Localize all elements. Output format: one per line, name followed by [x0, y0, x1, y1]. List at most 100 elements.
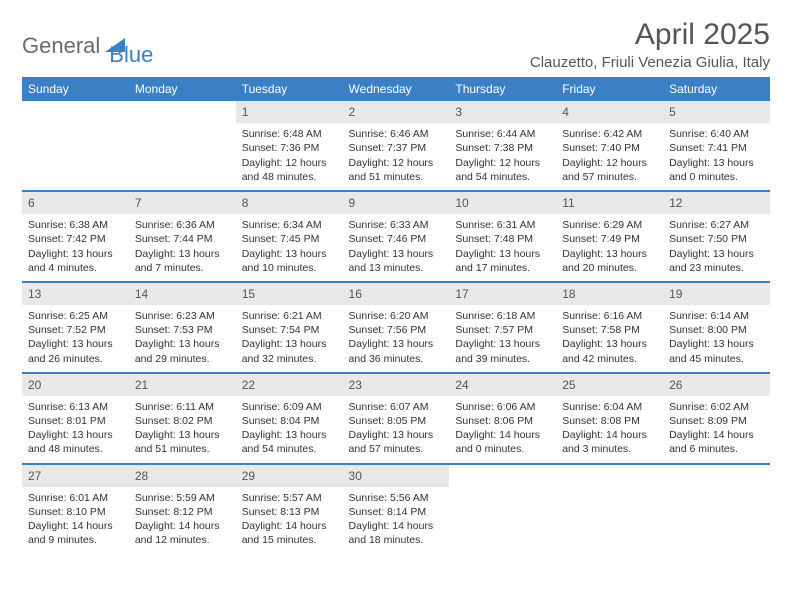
calendar-day-cell: 15Sunrise: 6:21 AMSunset: 7:54 PMDayligh… — [236, 282, 343, 373]
weekday-header: Sunday — [22, 77, 129, 101]
calendar-day-cell: 18Sunrise: 6:16 AMSunset: 7:58 PMDayligh… — [556, 282, 663, 373]
month-title: April 2025 — [530, 18, 770, 52]
calendar-day-cell: 7Sunrise: 6:36 AMSunset: 7:44 PMDaylight… — [129, 191, 236, 282]
calendar-day-cell: 3Sunrise: 6:44 AMSunset: 7:38 PMDaylight… — [449, 101, 556, 191]
day-number: 2 — [343, 101, 450, 123]
sunset-line: Sunset: 8:00 PM — [669, 323, 764, 337]
sunrise-line: Sunrise: 6:11 AM — [135, 400, 230, 414]
day-details: Sunrise: 6:13 AMSunset: 8:01 PMDaylight:… — [22, 396, 129, 463]
sunset-line: Sunset: 7:56 PM — [349, 323, 444, 337]
calendar-day-cell: 6Sunrise: 6:38 AMSunset: 7:42 PMDaylight… — [22, 191, 129, 282]
calendar-day-cell: 13Sunrise: 6:25 AMSunset: 7:52 PMDayligh… — [22, 282, 129, 373]
calendar-day-cell: 8Sunrise: 6:34 AMSunset: 7:45 PMDaylight… — [236, 191, 343, 282]
day-number: 16 — [343, 283, 450, 305]
daylight-line: Daylight: 13 hours and 26 minutes. — [28, 337, 123, 365]
daylight-line: Daylight: 14 hours and 6 minutes. — [669, 428, 764, 456]
brand-part2: Blue — [109, 24, 153, 68]
calendar-day-cell: 14Sunrise: 6:23 AMSunset: 7:53 PMDayligh… — [129, 282, 236, 373]
calendar-day-cell: 29Sunrise: 5:57 AMSunset: 8:13 PMDayligh… — [236, 464, 343, 554]
calendar-day-cell: 16Sunrise: 6:20 AMSunset: 7:56 PMDayligh… — [343, 282, 450, 373]
day-number: 9 — [343, 192, 450, 214]
weekday-header-row: Sunday Monday Tuesday Wednesday Thursday… — [22, 77, 770, 101]
calendar-day-cell: 21Sunrise: 6:11 AMSunset: 8:02 PMDayligh… — [129, 373, 236, 464]
sunrise-line: Sunrise: 6:09 AM — [242, 400, 337, 414]
day-number: 10 — [449, 192, 556, 214]
calendar-day-cell — [663, 464, 770, 554]
day-details: Sunrise: 5:56 AMSunset: 8:14 PMDaylight:… — [343, 487, 450, 554]
sunrise-line: Sunrise: 6:31 AM — [455, 218, 550, 232]
day-details: Sunrise: 6:01 AMSunset: 8:10 PMDaylight:… — [22, 487, 129, 554]
daylight-line: Daylight: 13 hours and 20 minutes. — [562, 247, 657, 275]
sunrise-line: Sunrise: 6:29 AM — [562, 218, 657, 232]
day-number: 30 — [343, 465, 450, 487]
day-number: 22 — [236, 374, 343, 396]
sunrise-line: Sunrise: 6:01 AM — [28, 491, 123, 505]
brand-logo: General Blue — [22, 18, 153, 68]
sunrise-line: Sunrise: 6:36 AM — [135, 218, 230, 232]
calendar-week-row: 6Sunrise: 6:38 AMSunset: 7:42 PMDaylight… — [22, 191, 770, 282]
day-details: Sunrise: 6:29 AMSunset: 7:49 PMDaylight:… — [556, 214, 663, 281]
daylight-line: Daylight: 13 hours and 48 minutes. — [28, 428, 123, 456]
brand-part1: General — [22, 33, 100, 59]
calendar-week-row: 20Sunrise: 6:13 AMSunset: 8:01 PMDayligh… — [22, 373, 770, 464]
daylight-line: Daylight: 13 hours and 32 minutes. — [242, 337, 337, 365]
daylight-line: Daylight: 13 hours and 39 minutes. — [455, 337, 550, 365]
calendar-day-cell: 23Sunrise: 6:07 AMSunset: 8:05 PMDayligh… — [343, 373, 450, 464]
calendar-day-cell — [556, 464, 663, 554]
day-number: 4 — [556, 101, 663, 123]
sunset-line: Sunset: 8:14 PM — [349, 505, 444, 519]
day-number: 29 — [236, 465, 343, 487]
sunrise-line: Sunrise: 6:04 AM — [562, 400, 657, 414]
day-number: 17 — [449, 283, 556, 305]
day-number: 27 — [22, 465, 129, 487]
day-number: 8 — [236, 192, 343, 214]
daylight-line: Daylight: 13 hours and 54 minutes. — [242, 428, 337, 456]
sunrise-line: Sunrise: 5:57 AM — [242, 491, 337, 505]
day-details: Sunrise: 6:16 AMSunset: 7:58 PMDaylight:… — [556, 305, 663, 372]
day-number: 3 — [449, 101, 556, 123]
sunset-line: Sunset: 8:01 PM — [28, 414, 123, 428]
day-number: 11 — [556, 192, 663, 214]
day-number: 18 — [556, 283, 663, 305]
calendar-day-cell — [129, 101, 236, 191]
calendar-day-cell: 22Sunrise: 6:09 AMSunset: 8:04 PMDayligh… — [236, 373, 343, 464]
weekday-header: Saturday — [663, 77, 770, 101]
weekday-header: Thursday — [449, 77, 556, 101]
sunrise-line: Sunrise: 6:23 AM — [135, 309, 230, 323]
weekday-header: Monday — [129, 77, 236, 101]
sunset-line: Sunset: 7:37 PM — [349, 141, 444, 155]
location-subtitle: Clauzetto, Friuli Venezia Giulia, Italy — [530, 54, 770, 71]
day-number: 23 — [343, 374, 450, 396]
daylight-line: Daylight: 14 hours and 3 minutes. — [562, 428, 657, 456]
sunrise-line: Sunrise: 5:59 AM — [135, 491, 230, 505]
day-details: Sunrise: 6:25 AMSunset: 7:52 PMDaylight:… — [22, 305, 129, 372]
sunrise-line: Sunrise: 6:33 AM — [349, 218, 444, 232]
sunrise-line: Sunrise: 6:44 AM — [455, 127, 550, 141]
calendar-week-row: 13Sunrise: 6:25 AMSunset: 7:52 PMDayligh… — [22, 282, 770, 373]
day-details: Sunrise: 6:21 AMSunset: 7:54 PMDaylight:… — [236, 305, 343, 372]
daylight-line: Daylight: 13 hours and 51 minutes. — [135, 428, 230, 456]
day-details: Sunrise: 6:04 AMSunset: 8:08 PMDaylight:… — [556, 396, 663, 463]
daylight-line: Daylight: 14 hours and 9 minutes. — [28, 519, 123, 547]
day-number: 5 — [663, 101, 770, 123]
calendar-day-cell: 9Sunrise: 6:33 AMSunset: 7:46 PMDaylight… — [343, 191, 450, 282]
day-number: 20 — [22, 374, 129, 396]
calendar-day-cell: 2Sunrise: 6:46 AMSunset: 7:37 PMDaylight… — [343, 101, 450, 191]
day-details: Sunrise: 6:23 AMSunset: 7:53 PMDaylight:… — [129, 305, 236, 372]
day-number: 15 — [236, 283, 343, 305]
sunset-line: Sunset: 8:08 PM — [562, 414, 657, 428]
sunrise-line: Sunrise: 6:18 AM — [455, 309, 550, 323]
sunrise-line: Sunrise: 6:21 AM — [242, 309, 337, 323]
sunset-line: Sunset: 8:12 PM — [135, 505, 230, 519]
sunrise-line: Sunrise: 6:48 AM — [242, 127, 337, 141]
day-details: Sunrise: 6:40 AMSunset: 7:41 PMDaylight:… — [663, 123, 770, 190]
calendar-day-cell: 1Sunrise: 6:48 AMSunset: 7:36 PMDaylight… — [236, 101, 343, 191]
daylight-line: Daylight: 13 hours and 7 minutes. — [135, 247, 230, 275]
day-details: Sunrise: 6:33 AMSunset: 7:46 PMDaylight:… — [343, 214, 450, 281]
day-details: Sunrise: 6:44 AMSunset: 7:38 PMDaylight:… — [449, 123, 556, 190]
calendar-day-cell: 26Sunrise: 6:02 AMSunset: 8:09 PMDayligh… — [663, 373, 770, 464]
sunset-line: Sunset: 8:02 PM — [135, 414, 230, 428]
day-details: Sunrise: 6:46 AMSunset: 7:37 PMDaylight:… — [343, 123, 450, 190]
daylight-line: Daylight: 12 hours and 57 minutes. — [562, 156, 657, 184]
daylight-line: Daylight: 13 hours and 17 minutes. — [455, 247, 550, 275]
